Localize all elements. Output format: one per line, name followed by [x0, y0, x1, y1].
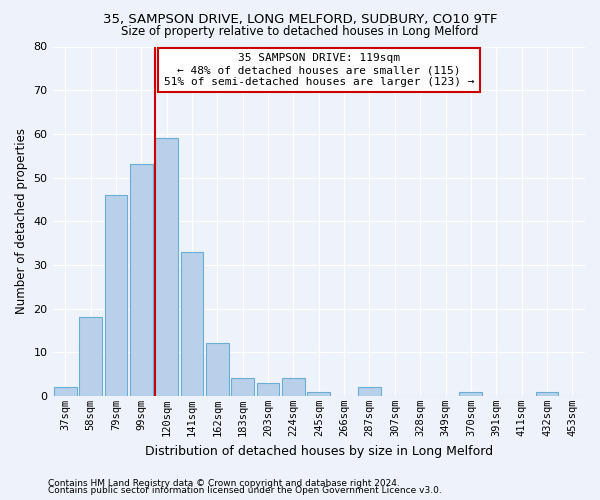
Text: Size of property relative to detached houses in Long Melford: Size of property relative to detached ho… [121, 25, 479, 38]
X-axis label: Distribution of detached houses by size in Long Melford: Distribution of detached houses by size … [145, 444, 493, 458]
Bar [460, 392, 482, 396]
Bar [358, 387, 381, 396]
Y-axis label: Number of detached properties: Number of detached properties [15, 128, 28, 314]
Bar [257, 383, 280, 396]
Bar [79, 318, 102, 396]
Bar [206, 344, 229, 396]
Bar [181, 252, 203, 396]
Bar [282, 378, 305, 396]
Text: 35, SAMPSON DRIVE, LONG MELFORD, SUDBURY, CO10 9TF: 35, SAMPSON DRIVE, LONG MELFORD, SUDBURY… [103, 12, 497, 26]
Text: Contains HM Land Registry data © Crown copyright and database right 2024.: Contains HM Land Registry data © Crown c… [48, 478, 400, 488]
Bar [155, 138, 178, 396]
Bar [130, 164, 152, 396]
Bar [231, 378, 254, 396]
Bar [307, 392, 330, 396]
Text: 35 SAMPSON DRIVE: 119sqm
← 48% of detached houses are smaller (115)
51% of semi-: 35 SAMPSON DRIVE: 119sqm ← 48% of detach… [164, 54, 474, 86]
Bar [536, 392, 559, 396]
Bar [104, 195, 127, 396]
Bar [54, 387, 77, 396]
Text: Contains public sector information licensed under the Open Government Licence v3: Contains public sector information licen… [48, 486, 442, 495]
